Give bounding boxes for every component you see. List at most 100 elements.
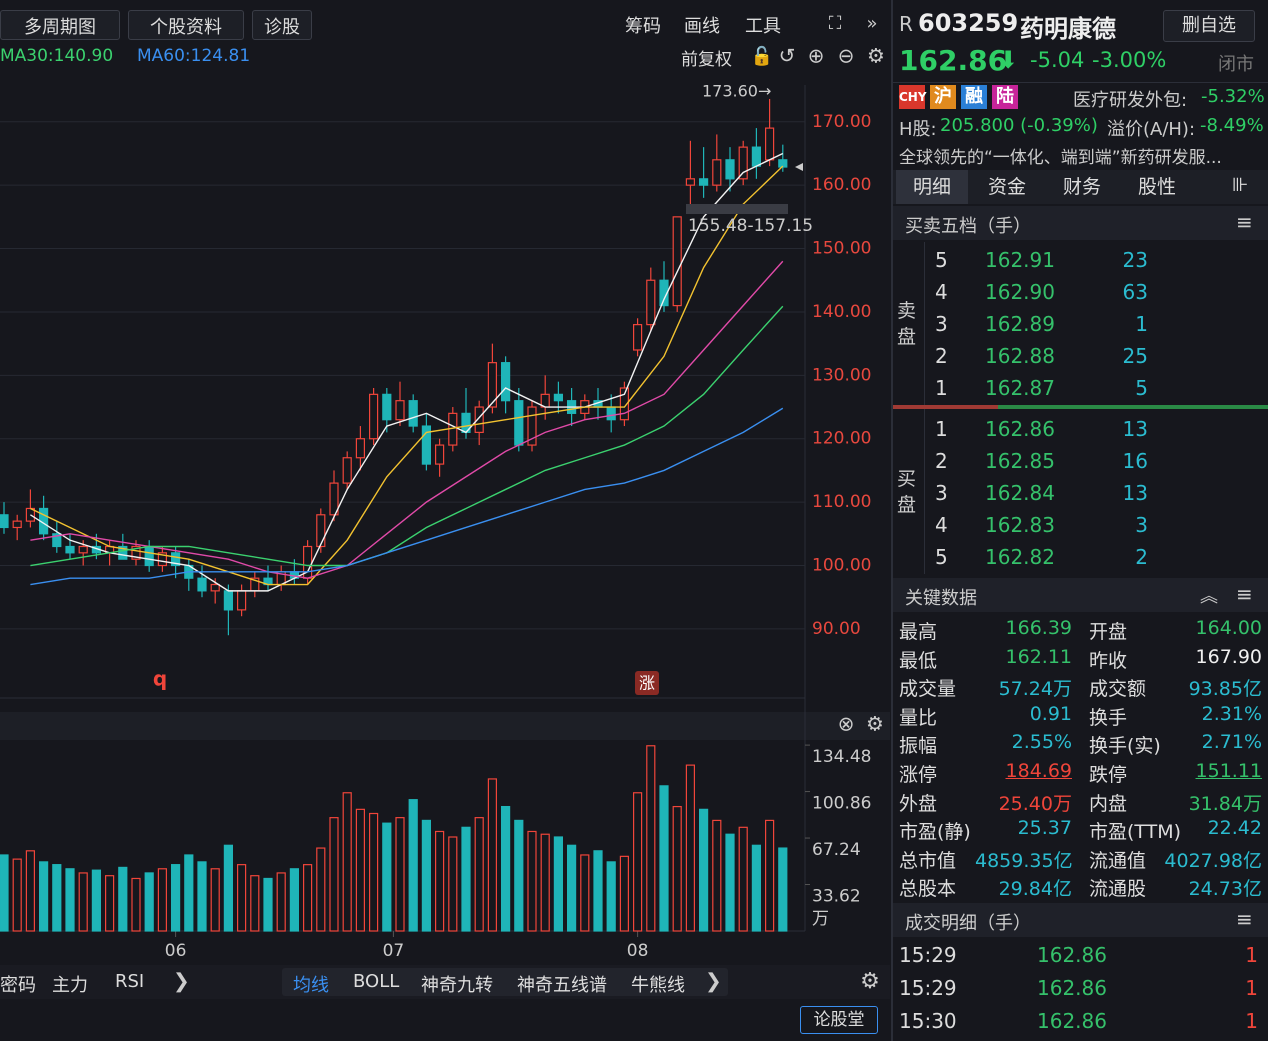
book-price: 162.89 bbox=[985, 312, 1055, 336]
lock-icon[interactable]: 🔓 bbox=[751, 45, 773, 67]
quote-change: -5.04 bbox=[1030, 48, 1085, 72]
tab[interactable]: 股性 bbox=[1137, 176, 1176, 198]
toolbar-item[interactable]: 筹码 bbox=[625, 16, 661, 37]
volume-bar bbox=[514, 819, 524, 932]
book-label: 卖盘 bbox=[897, 300, 917, 348]
indicator-tab[interactable]: RSI bbox=[115, 971, 145, 992]
key-value: 2.71% bbox=[1201, 731, 1262, 754]
indicator-tab[interactable]: 密码 bbox=[0, 975, 36, 996]
candle-body bbox=[632, 324, 643, 351]
gear-icon[interactable]: ⚙ bbox=[866, 712, 884, 736]
book-price: 162.82 bbox=[985, 545, 1055, 569]
y-tick-label: 160.00 bbox=[812, 175, 871, 195]
fullscreen-icon[interactable]: ⛶ bbox=[829, 13, 842, 34]
key-label: 外盘 bbox=[899, 792, 938, 815]
book-volume: 13 bbox=[1122, 481, 1148, 505]
book-divider bbox=[893, 405, 998, 409]
close-icon[interactable]: ⊗ bbox=[838, 712, 855, 736]
y-tick-label: 67.24 bbox=[812, 840, 861, 860]
volume-bar bbox=[276, 872, 286, 932]
volume-bar bbox=[593, 850, 603, 932]
trade-volume: 1 bbox=[1245, 1009, 1258, 1033]
candle-body bbox=[514, 400, 524, 446]
overlay-tab[interactable]: 牛熊线 bbox=[631, 975, 685, 996]
zoom-in-icon[interactable]: ⊕ bbox=[808, 44, 825, 68]
overlay-tab[interactable]: 均线 bbox=[293, 975, 329, 996]
expand-icon[interactable]: » bbox=[866, 13, 877, 34]
book-volume: 63 bbox=[1122, 280, 1148, 304]
volume-bar bbox=[144, 872, 154, 932]
more-icon[interactable]: ❯ bbox=[173, 969, 190, 993]
overlay-bar bbox=[282, 968, 728, 996]
annotation: q bbox=[153, 667, 167, 691]
candle-body bbox=[355, 438, 365, 459]
badge bbox=[635, 671, 659, 695]
toolbar-button[interactable]: 诊股 bbox=[252, 10, 312, 40]
more-icon[interactable]: ❯ bbox=[705, 969, 722, 993]
book-level: 2 bbox=[935, 449, 948, 473]
forum-button[interactable]: 论股堂 bbox=[800, 1006, 878, 1034]
tab[interactable]: 资金 bbox=[987, 176, 1026, 198]
book-divider bbox=[998, 405, 1268, 409]
toolbar-item[interactable]: 画线 bbox=[684, 16, 720, 37]
volume-bar bbox=[421, 819, 431, 932]
volume-bar bbox=[764, 819, 775, 932]
undo-icon[interactable]: ↺ bbox=[779, 44, 796, 68]
key-value: 2.31% bbox=[1201, 702, 1262, 725]
overlay-tab[interactable]: BOLL bbox=[353, 971, 400, 992]
quote-code: 603259 bbox=[918, 9, 1019, 37]
ma-legend: MA60:124.81 bbox=[137, 46, 251, 66]
volume-bar bbox=[474, 817, 484, 932]
toolbar-item[interactable]: 工具 bbox=[745, 16, 781, 37]
gear-icon[interactable]: ⚙ bbox=[867, 44, 885, 68]
watch-button[interactable]: 删自选 bbox=[1163, 10, 1255, 42]
volume-bar bbox=[672, 805, 682, 932]
volume-bar bbox=[131, 877, 141, 932]
collapse-icon: ︽ bbox=[1200, 586, 1218, 607]
y-tick-label: 120.00 bbox=[812, 429, 871, 449]
volume-bar bbox=[289, 868, 299, 932]
volume-bar bbox=[342, 792, 352, 932]
key-label: 换手(实) bbox=[1089, 735, 1161, 758]
tab[interactable]: 明细 bbox=[896, 170, 968, 204]
trade-price: 162.86 bbox=[1037, 943, 1107, 967]
ma-line bbox=[30, 260, 784, 579]
key-value: 93.85亿 bbox=[1188, 678, 1262, 701]
candle-body bbox=[778, 159, 788, 168]
tab[interactable]: 财务 bbox=[1062, 176, 1101, 198]
toolbar-button[interactable]: 个股资料 bbox=[128, 10, 244, 40]
volume-bar bbox=[527, 830, 537, 932]
volume-bar bbox=[118, 866, 128, 932]
y-tick-label: 90.00 bbox=[812, 619, 861, 639]
price-mode[interactable]: 前复权 bbox=[681, 50, 732, 70]
toolbar-button[interactable]: 多周期图 bbox=[0, 10, 120, 40]
zoom-out-icon[interactable]: ⊖ bbox=[838, 44, 855, 68]
overlay-tab[interactable]: 神奇九转 bbox=[421, 975, 493, 996]
book-level: 5 bbox=[935, 545, 948, 569]
premium-value: -8.49% bbox=[1200, 115, 1264, 136]
volume-bar bbox=[712, 819, 722, 932]
volume-header bbox=[0, 712, 890, 740]
candle-body bbox=[553, 393, 564, 402]
volume-bar bbox=[659, 785, 669, 932]
x-tick-label: 07 bbox=[383, 941, 405, 961]
book-price: 162.85 bbox=[985, 449, 1055, 473]
volume-bar bbox=[461, 826, 471, 932]
candle-body bbox=[65, 545, 75, 554]
menu-icon: ≡ bbox=[1236, 582, 1253, 606]
y-tick-label: 100.00 bbox=[812, 556, 871, 576]
toolbar-label: 诊股 bbox=[264, 17, 300, 38]
trade-volume: 1 bbox=[1245, 943, 1258, 967]
indicator-tab[interactable]: 主力 bbox=[52, 975, 88, 996]
toolbar-label: 多周期图 bbox=[24, 17, 96, 38]
ma-line bbox=[30, 305, 784, 567]
gear-icon[interactable]: ⚙ bbox=[860, 969, 880, 994]
book-volume: 3 bbox=[1135, 513, 1148, 537]
section-title: 关键数据 bbox=[905, 588, 977, 609]
key-label: 跌停 bbox=[1089, 764, 1128, 786]
h-share: H股: bbox=[899, 119, 937, 140]
volume-bar bbox=[606, 861, 616, 932]
candle-body bbox=[237, 590, 247, 611]
overlay-tab[interactable]: 神奇五线谱 bbox=[517, 975, 607, 996]
volume-bar bbox=[725, 833, 735, 932]
